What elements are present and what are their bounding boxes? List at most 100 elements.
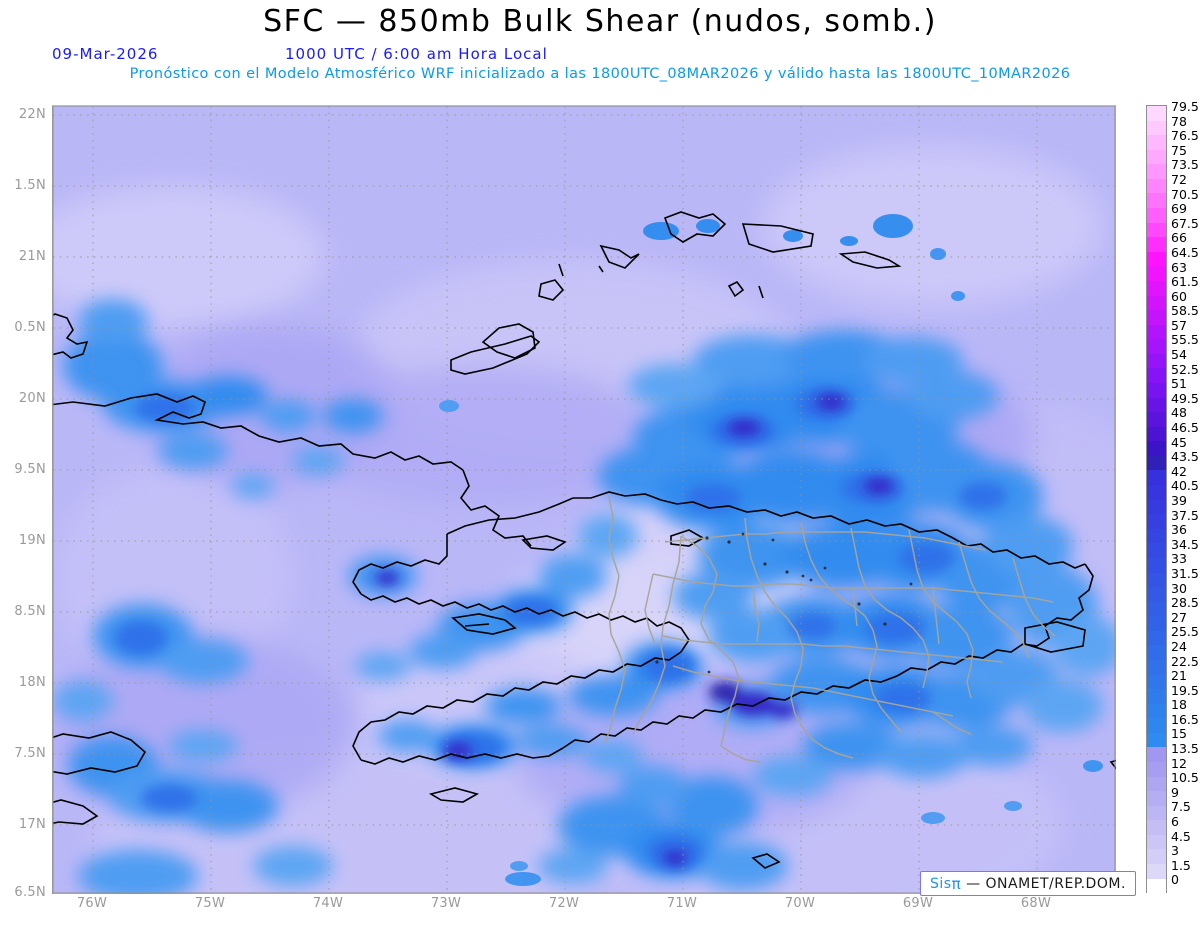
colorbar-label-58.5: 58.5 (1171, 303, 1199, 319)
logo-pi-icon: π (951, 874, 962, 893)
colorbar-label-78: 78 (1171, 113, 1187, 129)
colorbar-cell-0 (1147, 878, 1166, 894)
colorbar-label-39: 39 (1171, 493, 1187, 508)
colorbar-cell-43.5 (1147, 455, 1166, 471)
colorbar-label-76.5: 76.5 (1171, 128, 1199, 144)
colorbar-label-30: 30 (1171, 580, 1187, 596)
colorbar-label-13.5: 13.5 (1171, 741, 1199, 757)
xtick-70w: 70W (784, 896, 816, 911)
colorbar-label-12: 12 (1171, 755, 1187, 771)
province-boundary-layer (604, 495, 1056, 763)
colorbar-cell-28.5 (1147, 601, 1166, 617)
colorbar-cell-7.5 (1147, 805, 1166, 821)
colorbar-cell-72 (1147, 178, 1166, 194)
colorbar-cell-63 (1147, 266, 1166, 281)
colorbar-cell-42 (1147, 470, 1166, 486)
coastline-layer (53, 211, 1116, 869)
colorbar-cell-33 (1147, 557, 1166, 573)
colorbar-cell-4.5 (1147, 834, 1166, 850)
colorbar-label-15: 15 (1171, 726, 1187, 742)
colorbar-label-25.5: 25.5 (1171, 624, 1199, 640)
colorbar-label-34.5: 34.5 (1171, 536, 1199, 552)
colorbar-label-63: 63 (1171, 259, 1187, 275)
xtick-69w: 69W (902, 896, 934, 911)
colorbar-cell-67.5 (1147, 222, 1166, 238)
colorbar-cell-6 (1147, 820, 1166, 835)
colorbar-label-4.5: 4.5 (1171, 828, 1191, 844)
colorbar-cell-45 (1147, 441, 1166, 456)
colorbar-cell-22.5 (1147, 659, 1166, 675)
run-date-label: 09-Mar-2026 (52, 45, 159, 63)
colorbar-cell-19.5 (1147, 689, 1166, 704)
colorbar-cell-60 (1147, 295, 1166, 311)
logo-org-text: — ONAMET/REP.DOM. (966, 875, 1126, 892)
colorbar-cell-34.5 (1147, 543, 1166, 558)
colorbar-cell-57 (1147, 324, 1166, 340)
colorbar-label-10.5: 10.5 (1171, 770, 1199, 786)
xtick-75w: 75W (194, 896, 226, 911)
colorbar-cell-51 (1147, 382, 1166, 398)
colorbar-label-42: 42 (1171, 463, 1187, 479)
colorbar-cell-54 (1147, 353, 1166, 369)
colorbar-label-33: 33 (1171, 551, 1187, 567)
colorbar-label-1.5: 1.5 (1171, 857, 1191, 873)
colorbar-cell-18 (1147, 703, 1166, 719)
colorbar-cell-40.5 (1147, 485, 1166, 500)
colorbar-label-18: 18 (1171, 697, 1187, 713)
xtick-74w: 74W (312, 896, 344, 911)
colorbar-label-3: 3 (1171, 843, 1179, 859)
colorbar-labels: 79.5 78 76.5 75 73.5 72 70.5 69 67.5 66 64.5 63 61.5… (1171, 100, 1200, 893)
map-plot-area[interactable] (52, 105, 1116, 894)
ytick-20n: 20N (18, 391, 46, 406)
page-title: SFC — 850mb Bulk Shear (nudos, somb.) (263, 4, 937, 39)
model-note-label: Pronóstico con el Modelo Atmosférico WRF… (129, 66, 1071, 82)
colorbar-cell-76.5 (1147, 135, 1166, 150)
colorbar-label-75: 75 (1171, 142, 1187, 158)
colorbar-label-9: 9 (1171, 784, 1179, 800)
colorbar-label-21: 21 (1171, 668, 1187, 684)
colorbar-label-45: 45 (1171, 434, 1187, 450)
colorbar-label-55.5: 55.5 (1171, 332, 1199, 348)
subtitle-row: 09-Mar-2026 1000 UTC / 6:00 am Hora Loca… (0, 45, 1200, 67)
ytick-21n: 21N (18, 249, 46, 264)
colorbar-label-48: 48 (1171, 405, 1187, 421)
colorbar-cell-39 (1147, 499, 1166, 515)
colorbar-cell-46.5 (1147, 426, 1166, 442)
colorbar-label-69: 69 (1171, 201, 1187, 217)
colorbar-label-70.5: 70.5 (1171, 186, 1199, 202)
colorbar-cell-1.5 (1147, 864, 1166, 879)
colorbar-cell-73.5 (1147, 164, 1166, 179)
colorbar-label-57: 57 (1171, 317, 1187, 333)
ytick-16p5n: 6.5N (14, 885, 46, 900)
xtick-72w: 72W (548, 896, 580, 911)
colorbar-cell-69 (1147, 208, 1166, 223)
colorbar-cell-78 (1147, 120, 1166, 136)
colorbar-label-66: 66 (1171, 230, 1187, 246)
colorbar-cell-64.5 (1147, 251, 1166, 267)
colorbar-label-43.5: 43.5 (1171, 449, 1199, 465)
colorbar-label-7.5: 7.5 (1171, 799, 1191, 815)
colorbar-cell-9 (1147, 791, 1166, 806)
colorbar-label-19.5: 19.5 (1171, 682, 1199, 698)
colorbar-cell-24 (1147, 645, 1166, 660)
ytick-19n: 19N (18, 533, 46, 548)
colorbar-label-22.5: 22.5 (1171, 653, 1199, 669)
colorbar[interactable]: 79.5 78 76.5 75 73.5 72 70.5 69 67.5 66 64.5 63 61.5… (1146, 100, 1200, 895)
colorbar-cell-10.5 (1147, 776, 1166, 792)
colorbar-label-16.5: 16.5 (1171, 711, 1199, 727)
xtick-73w: 73W (430, 896, 462, 911)
colorbar-cell-58.5 (1147, 310, 1166, 325)
colorbar-cell-13.5 (1147, 747, 1166, 763)
ytick-19p5n: 9.5N (14, 462, 46, 477)
colorbar-cell-16.5 (1147, 718, 1166, 733)
colorbar-label-72: 72 (1171, 171, 1187, 187)
colorbar-label-40.5: 40.5 (1171, 478, 1199, 494)
colorbar-cell-52.5 (1147, 368, 1166, 383)
ytick-18n: 18N (18, 675, 46, 690)
xtick-68w: 68W (1020, 896, 1052, 911)
colorbar-label-54: 54 (1171, 347, 1187, 363)
shear-field-map (53, 106, 1116, 894)
colorbar-cell-30 (1147, 587, 1166, 602)
colorbar-label-36: 36 (1171, 522, 1187, 538)
colorbar-label-64.5: 64.5 (1171, 244, 1199, 260)
